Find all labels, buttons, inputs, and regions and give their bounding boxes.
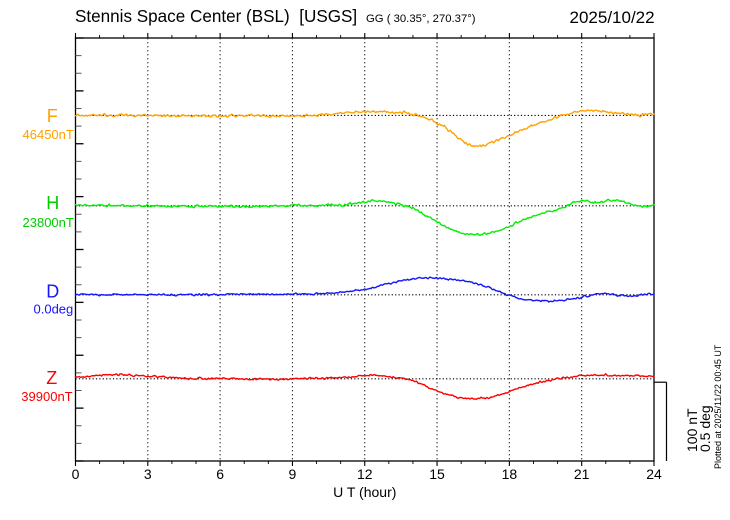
svg-text:6: 6 bbox=[216, 466, 224, 482]
svg-text:Z: Z bbox=[46, 368, 57, 388]
svg-text:GG ( 30.35°, 270.37°): GG ( 30.35°, 270.37°) bbox=[366, 13, 476, 25]
svg-text:Stennis Space Center (BSL) [U: Stennis Space Center (BSL) [USGS] bbox=[75, 7, 357, 26]
svg-text:24: 24 bbox=[646, 466, 662, 482]
svg-text:3: 3 bbox=[144, 466, 152, 482]
svg-text:9: 9 bbox=[289, 466, 297, 482]
svg-text:15: 15 bbox=[429, 466, 445, 482]
svg-text:21: 21 bbox=[574, 466, 590, 482]
svg-text:39900nT: 39900nT bbox=[21, 389, 72, 404]
svg-text:0: 0 bbox=[72, 466, 80, 482]
svg-text:H: H bbox=[46, 193, 59, 213]
svg-text:D: D bbox=[46, 281, 59, 301]
svg-text:23800nT: 23800nT bbox=[23, 215, 74, 230]
svg-text:0.0deg: 0.0deg bbox=[34, 302, 74, 317]
svg-text:2025/10/22: 2025/10/22 bbox=[570, 8, 655, 27]
svg-text:12: 12 bbox=[357, 466, 373, 482]
svg-text:U T (hour): U T (hour) bbox=[333, 484, 396, 500]
svg-text:F: F bbox=[47, 106, 58, 126]
svg-text:18: 18 bbox=[502, 466, 518, 482]
svg-text:46450nT: 46450nT bbox=[23, 127, 74, 142]
